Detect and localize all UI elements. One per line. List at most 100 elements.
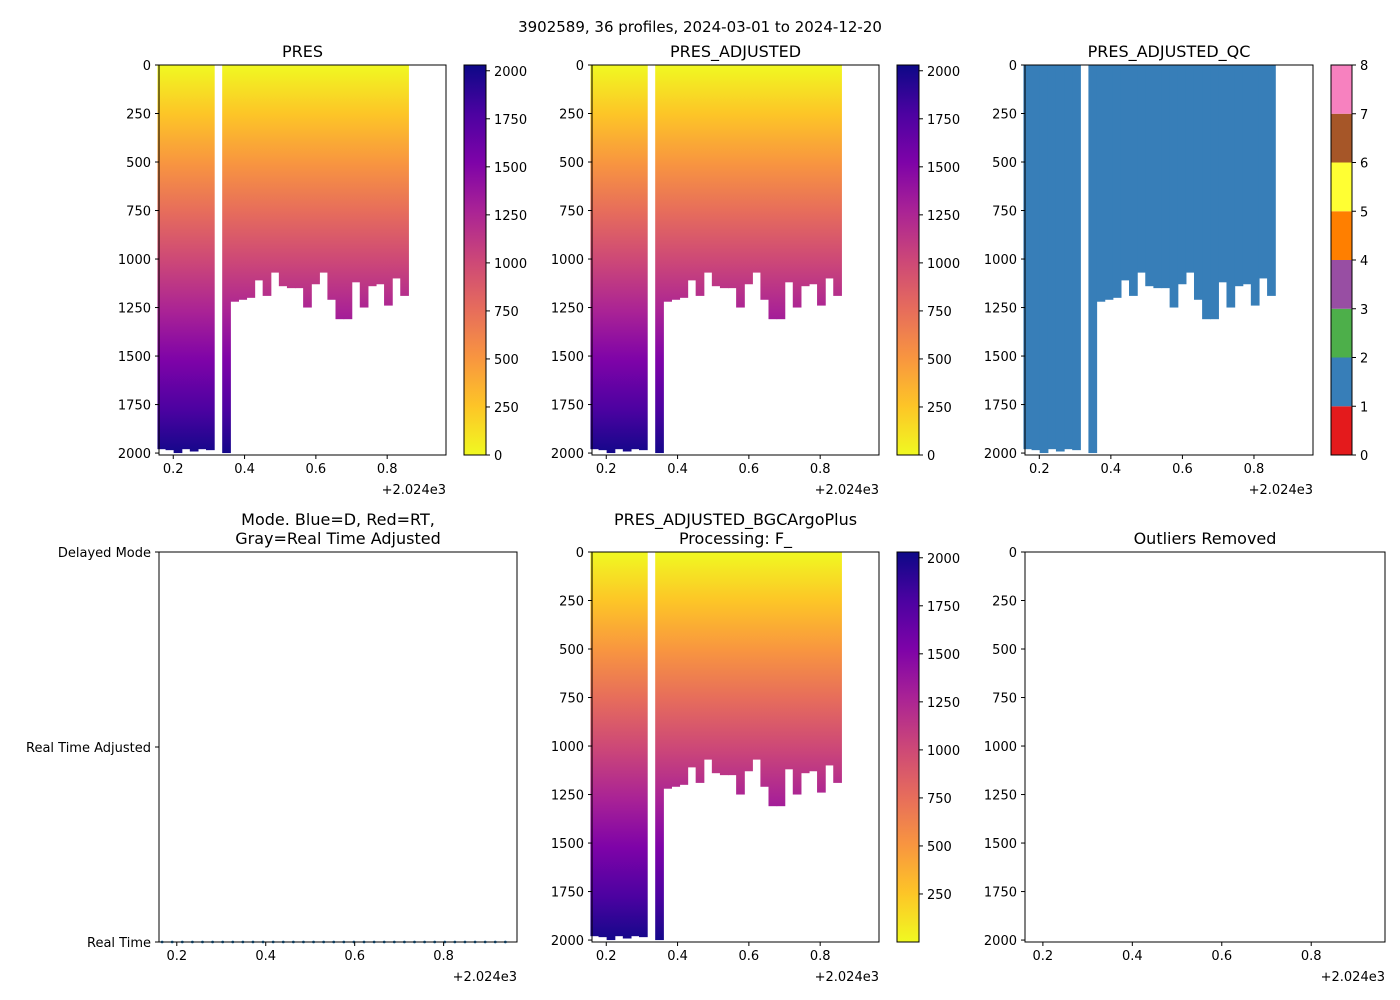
y-tick-label: 250 [126,108,151,123]
colorbar-tick-label: 5 [1360,205,1368,220]
profile-column [1226,65,1236,308]
y-tick-label: 0 [576,546,584,561]
colorbar-tick-label: 3 [1360,303,1368,318]
y-tick-label: 2000 [551,934,584,949]
x-tick-label: 0.4 [255,949,276,964]
profile-column [303,65,312,308]
y-tick-label: 1500 [551,350,584,365]
profile-column [622,65,632,452]
profile-column [606,65,616,454]
profile-column [639,65,648,451]
profile-column [744,552,753,772]
profile-column [639,552,648,938]
profile-column [1242,65,1252,285]
x-tick-label: 0.6 [306,462,327,477]
profile-column [392,65,401,279]
panel-title-line: Gray=Real Time Adjusted [235,529,441,548]
colorbar-tick-label: 2000 [927,552,960,567]
colorbar-segment [1331,308,1352,358]
profile-column [1258,65,1268,279]
x-tick-label: 0.4 [667,949,688,964]
colorbar-tick-label: 500 [927,840,952,855]
x-offset-label: +2.024e3 [1321,970,1385,985]
profile-column [679,65,689,298]
colorbar-gradient [897,65,919,455]
panel-title-line: PRES_ADJUSTED_BGCArgoPlus [614,510,857,530]
profile-column [736,552,745,795]
profile-column [817,65,826,306]
y-tick-label: Real Time Adjusted [26,741,151,756]
profile-column [728,65,737,289]
panel-title: PRES_ADJUSTED_QC [1088,42,1251,62]
colorbar-tick-label: 2 [1360,352,1368,367]
profile-column [687,65,697,281]
colorbar-gradient [897,552,919,942]
colorbar-tick-label: 1000 [927,744,960,759]
profile-column [1153,65,1163,289]
colorbar-segment [1331,357,1352,407]
colorbar-tick-label: 500 [494,353,519,368]
profile-column [752,65,762,273]
y-tick-label: 750 [992,205,1017,220]
profile-column [1031,65,1041,451]
profile-column [1169,65,1179,308]
profile-column [711,65,721,287]
y-tick-label: 250 [992,595,1017,610]
profile-column [1234,65,1244,287]
x-offset-label: +2.024e3 [1249,483,1313,498]
profile-column [606,552,616,941]
profile-column [655,552,664,941]
y-tick-label: 1250 [551,789,584,804]
profile-column [359,65,369,308]
profile-column [655,65,664,454]
profile-column [825,65,834,279]
panel-title: PRES [282,42,323,61]
x-tick-label: 0.6 [1172,462,1193,477]
colorbar-tick-label: 250 [494,401,519,416]
x-tick-label: 0.8 [1301,949,1322,964]
profile-column [671,65,681,300]
y-tick-label: 1000 [551,253,584,268]
colorbar-segment [1331,162,1352,212]
y-tick-label: 1250 [551,302,584,317]
profile-column [768,552,778,807]
profile-column [776,65,786,320]
x-offset-label: +2.024e3 [815,483,879,498]
profile-column [695,552,705,783]
profile-column [736,65,745,308]
panel-mode: 0.2 0.4 0.6 0.8 Delayed Mode Real Time Adjust… [26,510,518,985]
x-tick-label: 0.2 [596,949,617,964]
y-tick-label: 2000 [551,447,584,462]
panel-title-line: Mode. Blue=D, Red=RT, [241,510,435,529]
colorbar-tick-label: 1500 [927,648,960,663]
profile-column [367,65,377,287]
colorbar-segment [1331,406,1352,455]
colorbar-tick-label: 1250 [927,209,960,224]
profile-column [590,552,600,937]
colorbar-tick-label: 8 [1360,59,1368,74]
colorbar-tick-label: 1500 [927,161,960,176]
profile-column [833,65,842,296]
colorbar-tick-label: 2000 [494,65,527,80]
y-tick-label: 0 [1009,59,1017,74]
profile-column [760,65,770,300]
profile-column [1120,65,1130,281]
profile-column [598,65,608,451]
profile-column [1193,65,1203,300]
y-tick-label: Real Time [87,936,151,951]
x-offset-label: +2.024e3 [815,970,879,985]
colorbar-tick-label: 1750 [494,113,527,128]
profile-column [189,65,199,452]
y-tick-label: 1000 [984,740,1017,755]
profile-column [663,552,672,789]
colorbar-tick-label: 1000 [927,257,960,272]
profile-column [784,65,794,283]
profile-column [1218,65,1228,283]
x-tick-label: 0.8 [1244,462,1265,477]
profile-column [630,65,640,450]
y-tick-label: 750 [559,692,584,707]
profile-column [1137,65,1146,273]
colorbar-segment [1331,260,1352,309]
y-tick-label: 500 [559,156,584,171]
